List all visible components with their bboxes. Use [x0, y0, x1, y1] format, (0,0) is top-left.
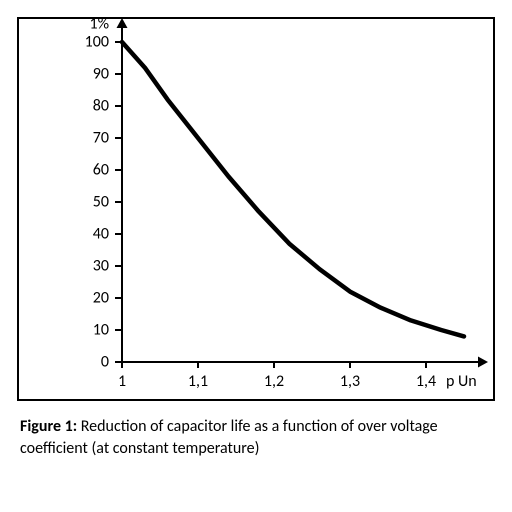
y-tick-label: 50 [93, 193, 109, 212]
x-axis-label: p Un [446, 372, 477, 391]
y-tick-label: 30 [93, 257, 109, 276]
x-tick-label: 1,4 [416, 372, 436, 391]
x-tick-label: 1 [118, 372, 126, 391]
x-tick-label: 1,1 [188, 372, 208, 391]
x-tick-label: 1,2 [264, 372, 284, 391]
figure-container: { "canvas": { "width": 512, "height": 51… [0, 0, 512, 512]
y-tick-label: 90 [93, 65, 109, 84]
figure-caption-text: Reduction of capacitor life as a functio… [20, 417, 438, 458]
figure-caption: Figure 1: Reduction of capacitor life as… [20, 416, 490, 459]
y-tick-label: 70 [93, 129, 109, 148]
y-tick-label: 80 [93, 97, 109, 116]
y-tick-label: 10 [93, 321, 109, 340]
plot-area [122, 42, 464, 362]
y-tick-label: 100 [85, 33, 109, 52]
y-tick-label: 60 [93, 161, 109, 180]
series-line [122, 42, 464, 362]
figure-caption-prefix: Figure 1: [20, 417, 77, 436]
x-tick-label: 1,3 [340, 372, 360, 391]
y-tick-label: 20 [93, 289, 109, 308]
y-tick-label: 0 [101, 353, 109, 372]
y-tick-label: 40 [93, 225, 109, 244]
y-axis-top-label: 1% [89, 15, 109, 34]
